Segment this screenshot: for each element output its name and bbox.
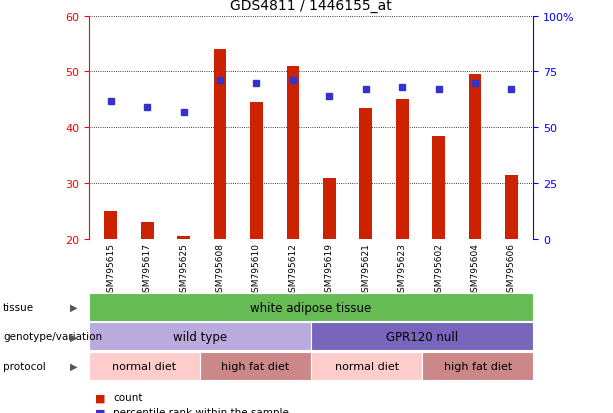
Bar [141, 223, 153, 240]
Bar [323, 178, 336, 240]
Bar [214, 50, 226, 240]
Text: wild type: wild type [173, 330, 227, 343]
Text: GSM795602: GSM795602 [434, 242, 443, 297]
Text: GSM795604: GSM795604 [471, 242, 479, 297]
Text: ■: ■ [95, 392, 105, 402]
Text: protocol: protocol [3, 361, 46, 371]
Bar [89, 323, 311, 351]
Text: GSM795617: GSM795617 [143, 242, 151, 297]
Text: GSM795625: GSM795625 [179, 242, 188, 297]
Bar [469, 75, 481, 240]
Text: GSM795623: GSM795623 [398, 242, 406, 297]
Bar [505, 176, 518, 240]
Text: ▶: ▶ [70, 332, 77, 342]
Text: GSM795608: GSM795608 [216, 242, 224, 297]
Bar [311, 352, 422, 380]
Bar [286, 66, 299, 240]
Bar [177, 237, 190, 240]
Text: GPR120 null: GPR120 null [386, 330, 459, 343]
Text: GSM795606: GSM795606 [507, 242, 516, 297]
Text: white adipose tissue: white adipose tissue [251, 301, 371, 314]
Bar [89, 352, 200, 380]
Bar [200, 352, 311, 380]
Text: ▶: ▶ [70, 302, 77, 312]
Text: GSM795619: GSM795619 [325, 242, 334, 297]
Bar [250, 103, 263, 240]
Text: genotype/variation: genotype/variation [3, 332, 102, 342]
Text: high fat diet: high fat diet [444, 361, 512, 371]
Text: high fat diet: high fat diet [221, 361, 290, 371]
Text: GSM795621: GSM795621 [361, 242, 370, 297]
Text: ▶: ▶ [70, 361, 77, 371]
Bar [432, 136, 445, 240]
Bar [422, 352, 533, 380]
Text: tissue: tissue [3, 302, 34, 312]
Text: normal diet: normal diet [112, 361, 177, 371]
Text: GSM795610: GSM795610 [252, 242, 261, 297]
Bar [359, 109, 372, 240]
Text: GSM795615: GSM795615 [106, 242, 115, 297]
Title: GDS4811 / 1446155_at: GDS4811 / 1446155_at [230, 0, 392, 13]
Text: normal diet: normal diet [335, 361, 398, 371]
Text: count: count [113, 392, 143, 402]
Text: ■: ■ [95, 407, 105, 413]
Bar [104, 211, 117, 240]
Bar [311, 323, 533, 351]
Bar [396, 100, 408, 240]
Text: GSM795612: GSM795612 [288, 242, 297, 297]
Text: percentile rank within the sample: percentile rank within the sample [113, 407, 289, 413]
